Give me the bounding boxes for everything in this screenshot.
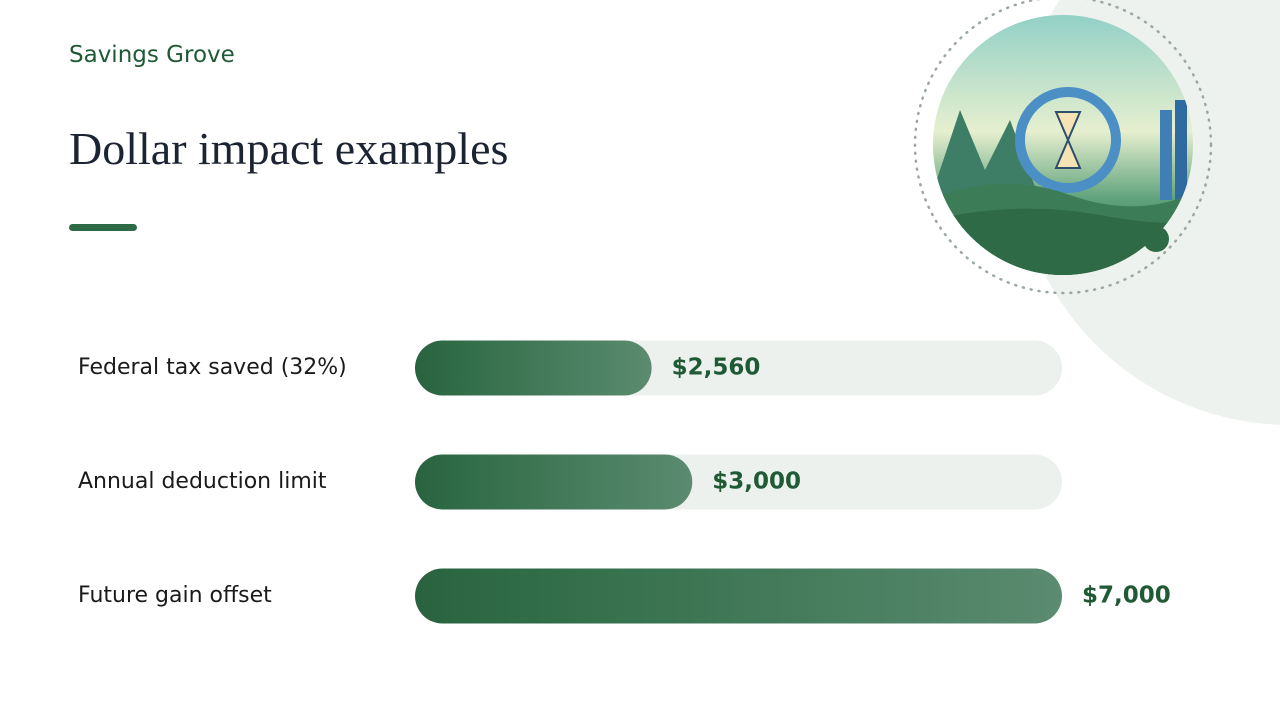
bar [415,568,1062,624]
value-label: $2,560 [672,355,761,381]
title-rule [69,224,137,231]
category-label: Federal tax saved (32%) [78,355,347,380]
brand: Savings Grove [69,42,235,68]
dotted-ring [913,0,1213,295]
category-label: Annual deduction limit [78,469,327,494]
category-label: Future gain offset [78,583,272,608]
value-label: $3,000 [712,469,801,495]
accent-dot [1143,226,1169,252]
value-label: $7,000 [1082,583,1171,609]
bar [415,340,652,396]
chart-title: Dollar impact examples [69,123,508,174]
bar [415,454,693,510]
